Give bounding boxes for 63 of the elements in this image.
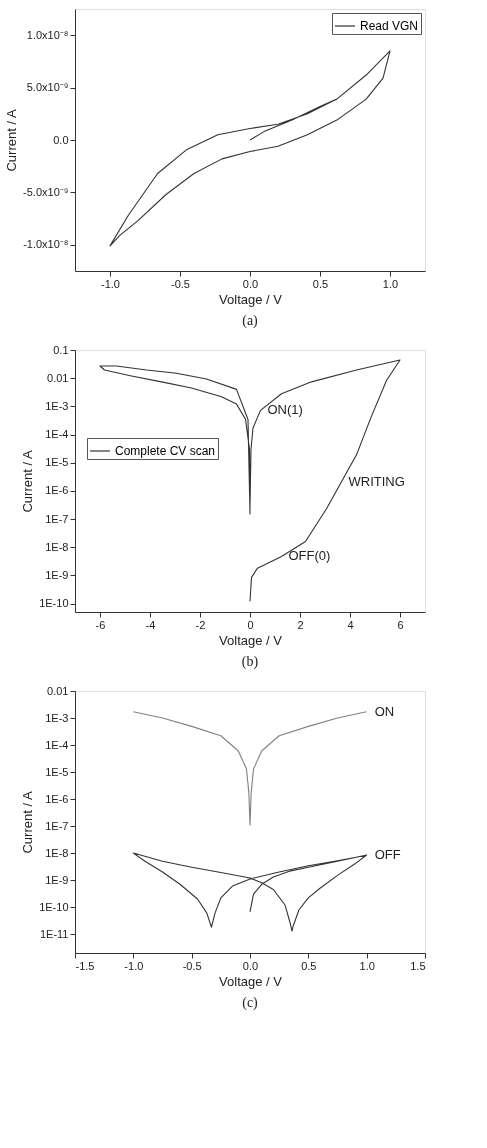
legend-label: Read VGN	[360, 19, 419, 33]
x-tick-label: 6	[397, 618, 404, 631]
x-tick-label: -1.0	[101, 277, 120, 290]
y-axis-title: Current / A	[20, 450, 36, 513]
y-tick-label: 1E-9	[45, 568, 69, 581]
x-tick-label: -2	[195, 618, 206, 631]
y-tick-label: -1.0x10⁻⁸	[23, 238, 69, 251]
y-tick-label: 1E-11	[39, 927, 69, 940]
y-tick-label: 1E-6	[45, 484, 69, 497]
series-label: OFF	[374, 847, 401, 863]
x-tick-label: -0.5	[182, 959, 202, 972]
x-tick-label: 0.5	[301, 959, 317, 972]
annotation: ON(1)	[267, 402, 303, 418]
x-tick-label: 0.0	[242, 277, 259, 290]
x-tick-label: -6	[95, 618, 106, 631]
y-tick-label: 1E-4	[45, 428, 69, 441]
annotation: OFF(0)	[288, 548, 331, 564]
text: (c)	[242, 995, 259, 1011]
y-tick-label: 1E-3	[45, 711, 69, 724]
y-tick-label: 1E-3	[45, 399, 69, 412]
line-series	[132, 852, 368, 932]
y-tick-label: 1E-10	[39, 900, 69, 913]
legend-label: Complete CV scan	[115, 444, 216, 458]
x-tick-label: -0.5	[171, 277, 190, 290]
x-tick-label: 0	[247, 618, 254, 631]
y-tick-label: 1E-8	[45, 540, 69, 553]
text: (a)	[242, 313, 259, 329]
x-tick-label: 2	[297, 618, 304, 631]
line-series	[109, 50, 391, 247]
y-axis-title: Current / A	[20, 791, 36, 854]
y-tick-label: 1E-6	[45, 792, 69, 805]
y-tick-label: 1E-7	[45, 512, 69, 525]
y-tick-label: 1E-10	[39, 597, 69, 610]
y-tick-label: 0.01	[47, 371, 69, 384]
x-axis-title: Voltage / V	[219, 632, 283, 648]
series-label: ON	[374, 703, 395, 719]
line-series	[132, 711, 368, 826]
y-tick-label: 1E-5	[45, 456, 69, 469]
y-tick-label: 1.0x10⁻⁸	[26, 28, 69, 41]
y-tick-label: -5.0x10⁻⁹	[23, 185, 69, 198]
y-tick-label: 1E-5	[45, 765, 69, 778]
text: (b)	[241, 654, 259, 670]
x-tick-label: -4	[145, 618, 156, 631]
y-tick-label: 1E-8	[45, 846, 69, 859]
y-tick-label: 0.0	[53, 133, 69, 146]
y-tick-label: 1E-7	[45, 819, 69, 832]
x-tick-label: -1.5	[75, 959, 95, 972]
x-tick-label: 0.0	[242, 959, 259, 972]
y-axis-title: Current / A	[4, 109, 20, 172]
x-axis-title: Voltage / V	[219, 291, 283, 307]
annotation: WRITING	[348, 473, 405, 489]
x-tick-label: 1.0	[359, 959, 375, 972]
x-tick-label: 0.5	[312, 277, 329, 290]
y-tick-label: 0.01	[47, 684, 69, 697]
x-tick-label: 4	[347, 618, 354, 631]
x-tick-label: 1.5	[410, 959, 426, 972]
y-tick-label: 5.0x10⁻⁹	[26, 81, 69, 94]
y-tick-label: 1E-4	[45, 738, 69, 751]
x-axis-title: Voltage / V	[219, 973, 283, 989]
x-tick-label: 1.0	[382, 277, 399, 290]
y-tick-label: 0.1	[53, 343, 69, 356]
x-tick-label: -1.0	[124, 959, 144, 972]
y-tick-label: 1E-9	[45, 873, 69, 886]
